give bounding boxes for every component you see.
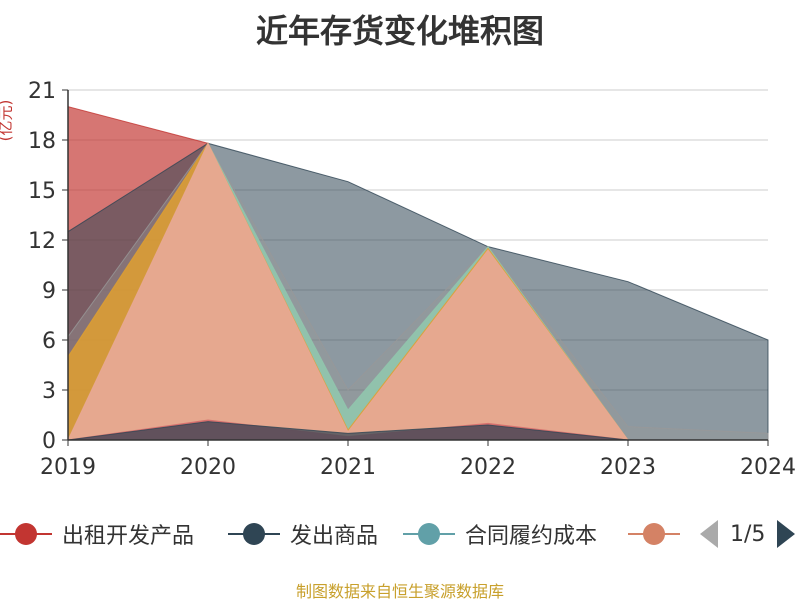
y-tick-label: 21 — [28, 79, 56, 104]
x-tick-label: 2019 — [40, 455, 96, 480]
axes — [62, 89, 769, 446]
tick-labels: 0 3 6 9 12 15 18 21 2019 2020 2021 2022 2023 2024 — [28, 79, 796, 480]
legend: 出租开发产品 发出商品 合同履约成本 — [0, 517, 800, 551]
x-tick-label: 2023 — [600, 455, 656, 480]
x-tick-label: 2021 — [320, 455, 376, 480]
legend-item[interactable] — [628, 517, 690, 551]
legend-pager: 1/5 — [700, 517, 796, 551]
legend-marker-icon — [0, 517, 52, 551]
chart-title: 近年存货变化堆积图 — [255, 12, 544, 50]
series-areas — [67, 106, 769, 441]
legend-label: 合同履约成本 — [465, 524, 598, 549]
y-tick-label: 12 — [28, 229, 56, 254]
y-tick-label: 6 — [42, 329, 56, 354]
y-tick-label: 15 — [28, 179, 56, 204]
chart-area: 0 3 6 9 12 15 18 21 2019 2020 2021 2022 2023 2024 — [28, 79, 796, 480]
series-area-6 — [67, 142, 768, 441]
x-tick-label: 2022 — [460, 455, 516, 480]
y-tick-label: 0 — [42, 429, 56, 454]
legend-next-page-button[interactable] — [777, 520, 796, 548]
legend-page-indicator: 1/5 — [730, 521, 766, 547]
x-tick-label: 2024 — [740, 455, 796, 480]
legend-marker-icon — [228, 517, 280, 551]
data-source-note: 制图数据来自恒生聚源数据库 — [295, 582, 504, 601]
legend-marker-icon — [628, 517, 680, 551]
legend-label: 发出商品 — [290, 524, 379, 549]
legend-prev-page-button[interactable] — [700, 520, 718, 548]
y-tick-label: 3 — [42, 379, 56, 404]
series-area-8 — [67, 421, 768, 441]
legend-marker-icon — [403, 517, 455, 551]
legend-item[interactable]: 发出商品 — [228, 517, 378, 551]
y-tick-label: 9 — [42, 279, 56, 304]
legend-label: 出租开发产品 — [62, 524, 195, 549]
x-tick-label: 2020 — [180, 455, 236, 480]
y-tick-label: 18 — [28, 129, 56, 154]
legend-item[interactable]: 合同履约成本 — [403, 517, 597, 551]
legend-item[interactable]: 出租开发产品 — [0, 517, 194, 551]
